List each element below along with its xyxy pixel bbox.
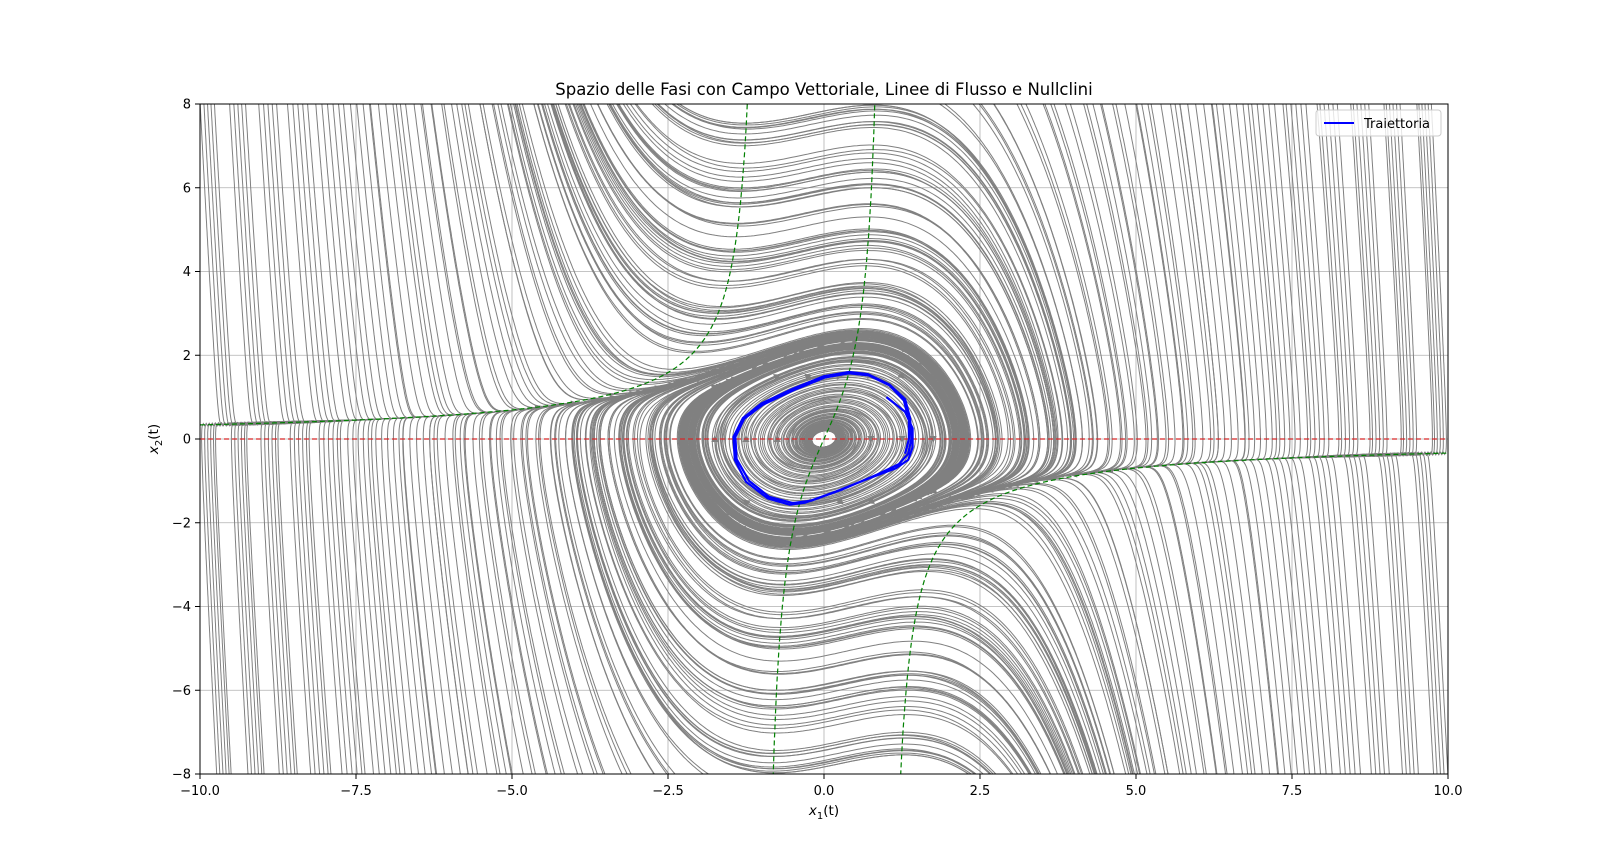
y-tick-label-3: −2 (172, 516, 191, 531)
y-tick-label-2: −4 (172, 600, 191, 615)
x-tick-label-4: 0.0 (814, 784, 835, 799)
y-tick-label-7: 6 (183, 181, 191, 196)
chart-title: Spazio delle Fasi con Campo Vettoriale, … (555, 80, 1092, 99)
x-tick-label-7: 7.5 (1282, 784, 1303, 799)
x-tick-label-2: −5.0 (496, 784, 528, 799)
x-tick-label-8: 10.0 (1434, 784, 1463, 799)
y-tick-label-0: −8 (172, 768, 191, 783)
y-tick-label-4: 0 (183, 433, 191, 448)
x-axis-label: x1(t) (808, 803, 839, 822)
y-axis-ticks: −8 −6 −4 −2 0 2 4 6 8 (172, 98, 200, 783)
x-axis-ticks: −10.0 −7.5 −5.0 −2.5 0.0 2.5 5.0 7.5 10.0 (180, 774, 1462, 799)
x-tick-label-1: −7.5 (340, 784, 372, 799)
x-tick-label-0: −10.0 (180, 784, 220, 799)
y-axis-label: x2(t) (146, 424, 165, 455)
x-tick-label-6: 5.0 (1126, 784, 1147, 799)
x-tick-label-5: 2.5 (970, 784, 991, 799)
y-tick-label-8: 8 (183, 98, 191, 113)
legend: Traiettoria (1316, 110, 1441, 136)
legend-label-traiettoria: Traiettoria (1363, 117, 1430, 132)
plot-area (200, 63, 1449, 816)
x-tick-label-3: −2.5 (652, 784, 684, 799)
y-tick-label-1: −6 (172, 684, 191, 699)
y-axis-label-suffix: (t) (146, 424, 162, 440)
y-tick-label-5: 2 (183, 349, 191, 364)
y-tick-label-6: 4 (183, 265, 191, 280)
x-axis-label-suffix: (t) (823, 803, 839, 819)
